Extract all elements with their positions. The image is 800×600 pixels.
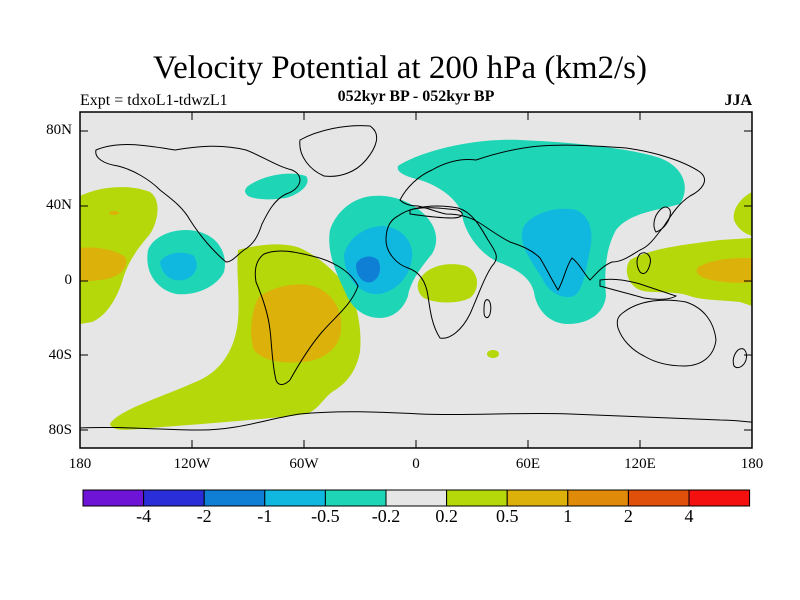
experiment-label: Expt = tdxoL1-tdwzL1: [80, 92, 228, 109]
coast-japan: [653, 206, 671, 233]
lon-label-180e: 180: [740, 456, 764, 472]
colorbar: [82, 489, 751, 507]
lon-label-120e: 120E: [624, 456, 656, 472]
contour-neg05-asia: [521, 208, 592, 298]
lat-label-80s: 80S: [48, 422, 72, 438]
x-ticks: [191, 112, 641, 448]
season-label: JJA: [724, 92, 752, 109]
coast-antarctica: [80, 411, 752, 431]
colorbar-label-0: -4: [136, 506, 152, 526]
colorbar-label-6: 0.5: [495, 506, 519, 526]
contour-neg1-atlantic: [356, 256, 380, 283]
lon-label-180w: 180: [68, 456, 92, 472]
coast-greenland: [299, 125, 378, 177]
lat-label-40n: 40N: [46, 197, 72, 213]
coastlines: [80, 125, 752, 431]
contour-pos-west-pacific: [626, 238, 752, 306]
contour-pos05-south-america: [251, 284, 342, 363]
colorbar-label-2: -1: [257, 506, 273, 526]
colorbar-box-6: [446, 489, 508, 507]
contour-pos-indian-ocean-spot: [487, 350, 499, 358]
coast-indonesia: [599, 278, 678, 300]
coast-australia: [616, 299, 717, 367]
lon-label-0: 0: [412, 456, 420, 472]
coast-philippines: [636, 252, 651, 275]
lat-label-eq: 0: [64, 272, 73, 288]
colorbar-label-8: 2: [623, 506, 633, 526]
colorbar-label-9: 4: [684, 506, 694, 526]
colorbar-box-5: [385, 489, 448, 507]
colorbar-box-8: [567, 489, 629, 507]
contour-neg05-east-pacific: [160, 252, 197, 281]
colorbar-label-7: 1: [563, 506, 573, 526]
coast-eurasia: [399, 144, 705, 291]
coast-south-america: [254, 250, 359, 385]
coast-north-america: [95, 144, 301, 263]
lon-label-60w: 60W: [289, 456, 319, 472]
coast-new-zealand: [732, 348, 747, 369]
colorbar-label-4: -0.2: [371, 506, 401, 526]
colorbar-box-9: [627, 489, 690, 507]
colorbar-label-3: -0.5: [311, 506, 340, 526]
contour-pos05-west-pacific: [696, 258, 752, 283]
contour-pos-africa: [417, 264, 478, 303]
y-ticks: [80, 130, 752, 431]
lon-label-120w: 120W: [173, 456, 211, 472]
coast-mediterranean: [409, 207, 463, 219]
coast-madagascar: [483, 299, 492, 319]
colorbar-box-7: [506, 489, 569, 507]
lat-label-80n: 80N: [46, 122, 72, 138]
colorbar-label-5: 0.2: [435, 506, 458, 526]
contour-pos05-pacific-west: [80, 247, 127, 282]
colorbar-box-10: [688, 489, 751, 507]
lon-label-60e: 60E: [515, 456, 541, 472]
colorbar-box-1: [143, 489, 205, 507]
contour-field: [80, 112, 752, 448]
colorbar-box-0: [82, 489, 145, 507]
colorbar-box-2: [203, 489, 266, 507]
lat-label-40s: 40S: [48, 347, 72, 363]
contour-neg-north-america: [245, 173, 308, 200]
period-label: 052kyr BP - 052kyr BP: [337, 88, 495, 105]
contour-pos-north-east-edge: [733, 192, 752, 236]
contour-pos05-spot: [109, 211, 119, 215]
map-title: Velocity Potential at 200 hPa (km2/s): [152, 50, 648, 86]
colorbar-label-1: -2: [196, 506, 212, 526]
colorbar-box-4: [324, 489, 387, 507]
colorbar-box-3: [264, 489, 326, 507]
